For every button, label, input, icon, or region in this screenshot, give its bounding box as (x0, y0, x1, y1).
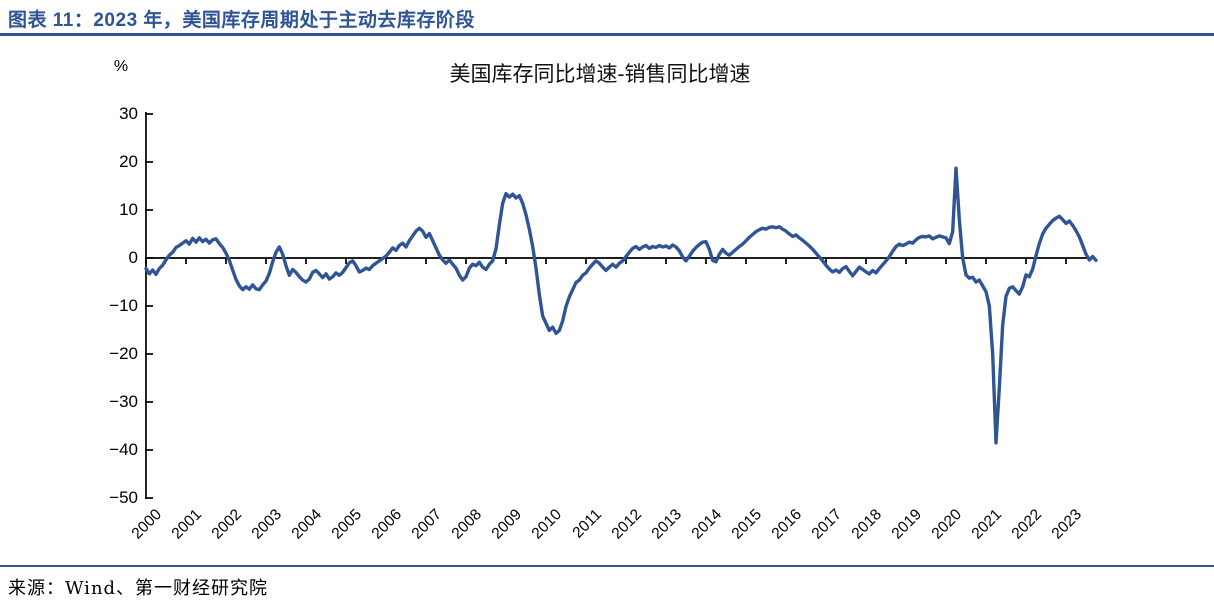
footer-rule (0, 565, 1214, 567)
data-line-series (144, 166, 1098, 445)
y-tick-label: 20 (119, 152, 138, 171)
y-tick-label: −20 (109, 344, 138, 363)
figure-caption: 图表 11：2023 年，美国库存周期处于主动去库存阶段 (8, 10, 475, 31)
y-tick-label: 10 (119, 200, 138, 219)
y-tick-label: −10 (109, 296, 138, 315)
source-note: 来源：Wind、第一财经研究院 (8, 578, 269, 599)
y-tick-label: −50 (109, 488, 138, 507)
y-tick-label: −40 (109, 440, 138, 459)
y-tick-label: −30 (109, 392, 138, 411)
y-tick-label: 0 (128, 248, 138, 267)
y-axis-unit-label: % (113, 58, 129, 75)
y-tick-label: 30 (119, 104, 138, 123)
chart-title: 美国库存同比增速-销售同比增速 (449, 63, 751, 86)
header-rule (0, 33, 1214, 36)
